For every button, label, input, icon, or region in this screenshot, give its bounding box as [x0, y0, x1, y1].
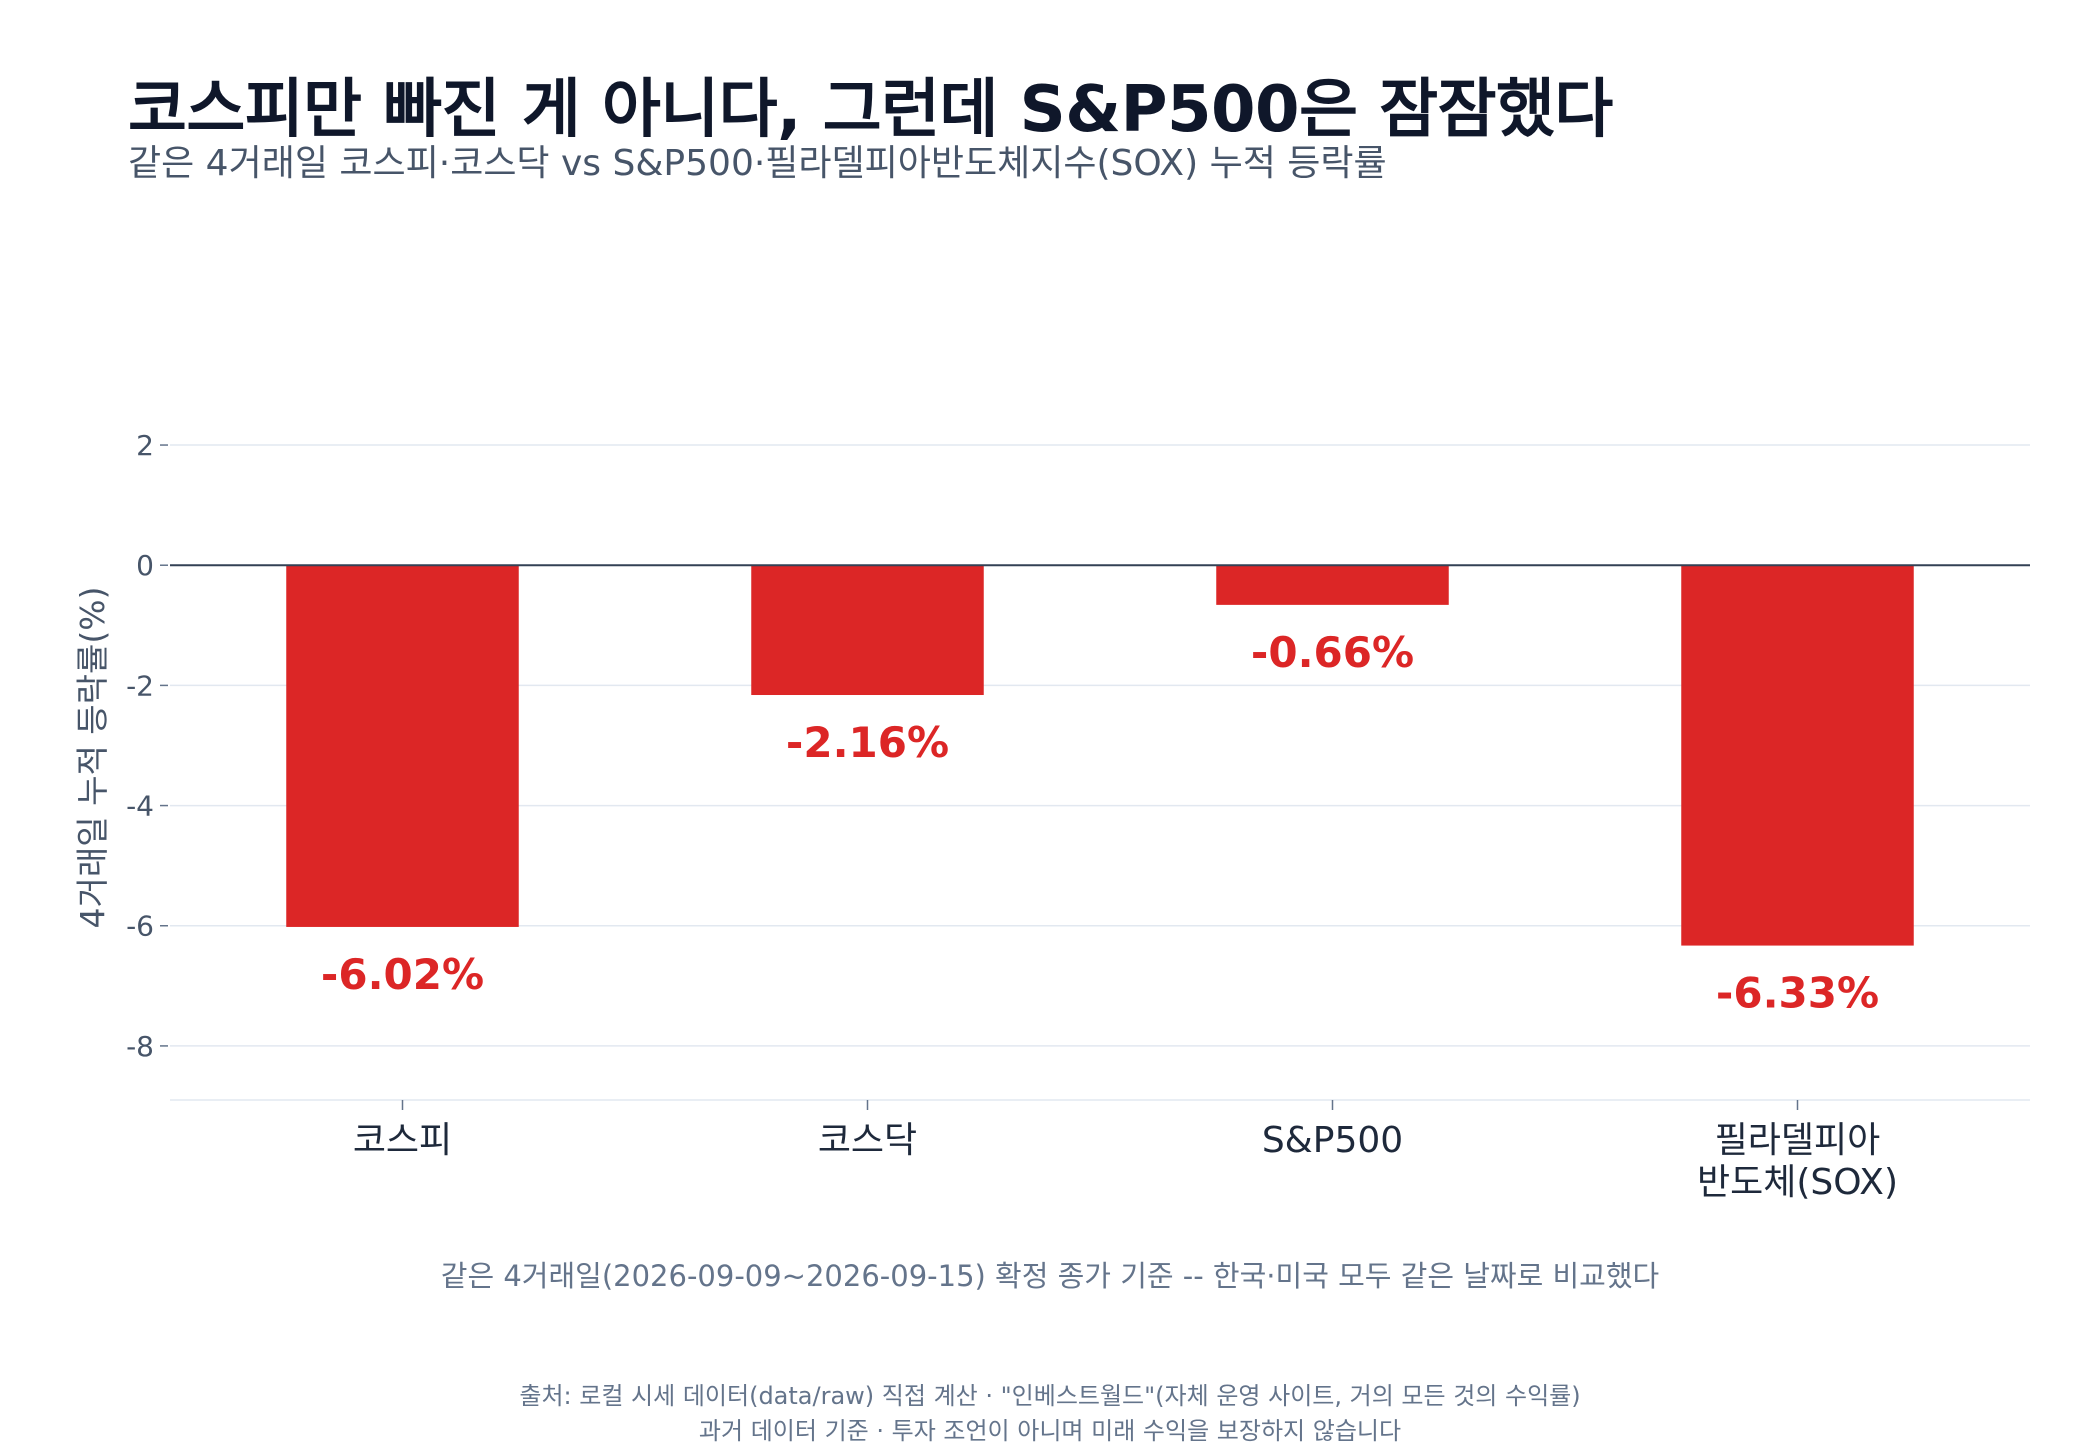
x-tick-label: 코스피 — [353, 1120, 452, 1161]
bar — [751, 565, 984, 696]
y-tick-label: -4 — [126, 790, 154, 823]
bar — [1681, 565, 1914, 946]
y-tick-label: 0 — [136, 549, 154, 582]
data-label: -6.33% — [1716, 969, 1879, 1018]
source-line: 출처: 로컬 시세 데이터(data/raw) 직접 계산 · "인베스트월드"… — [519, 1382, 1581, 1410]
y-axis-label: 4거래일 누적 등락률(%) — [73, 587, 112, 929]
data-label: -2.16% — [786, 718, 949, 767]
y-tick-label: 2 — [136, 429, 154, 462]
chart-note: 같은 4거래일(2026-09-09~2026-09-15) 확정 종가 기준 … — [440, 1259, 1660, 1293]
x-tick-label: 필라델피아 반도체(SOX) — [1697, 1120, 1898, 1203]
chart-title: 코스피만 빠진 게 아니다, 그런데 S&P500은 잠잠했다 — [128, 73, 1613, 147]
bar — [1216, 565, 1449, 605]
y-tick-label: -6 — [126, 910, 154, 943]
data-label: -6.02% — [321, 950, 484, 999]
y-tick-label: -8 — [126, 1030, 154, 1063]
data-label: -0.66% — [1251, 628, 1414, 677]
bar — [286, 565, 519, 927]
chart-subtitle: 같은 4거래일 코스피·코스닥 vs S&P500·필라델피아반도체지수(SOX… — [128, 143, 1387, 184]
x-tick-label: S&P500 — [1262, 1120, 1403, 1161]
disclaimer-line: 과거 데이터 기준 · 투자 조언이 아니며 미래 수익을 보장하지 않습니다 — [698, 1417, 1402, 1445]
x-tick-label: 코스닥 — [818, 1120, 917, 1161]
y-tick-label: -2 — [126, 669, 154, 702]
